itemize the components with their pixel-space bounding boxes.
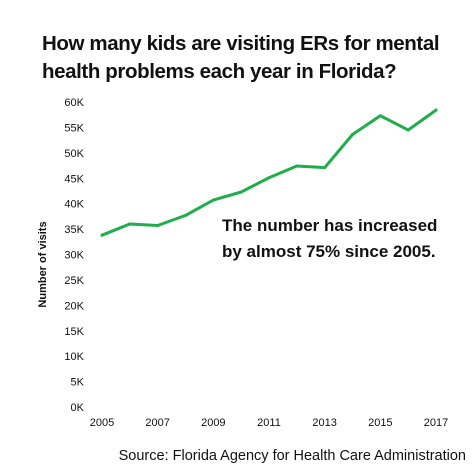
annotation-line: The number has increased (222, 216, 437, 235)
y-tick-label: 10K (64, 351, 84, 363)
x-tick-label: 2005 (90, 417, 114, 429)
data-point (184, 213, 187, 217)
data-point (239, 190, 243, 194)
y-tick-label: 45K (64, 173, 84, 185)
y-tick-label: 35K (64, 224, 84, 236)
x-tick-label: 2013 (312, 417, 336, 429)
data-points (100, 108, 438, 237)
source-note: Source: Florida Agency for Health Care A… (118, 448, 466, 464)
chart-annotation: The number has increased by almost 75% si… (222, 216, 437, 261)
data-point (378, 114, 382, 118)
chart-title: How many kids are visiting ERs for menta… (42, 32, 440, 83)
y-tick-label: 30K (64, 250, 84, 262)
x-tick-label: 2015 (368, 417, 392, 429)
x-tick-label: 2009 (201, 417, 225, 429)
x-tick-label: 2017 (424, 417, 448, 429)
y-tick-label: 5K (71, 377, 85, 389)
x-axis-ticks: 2005 2007 2009 2011 2013 2015 2017 (90, 417, 448, 429)
y-tick-label: 60K (64, 97, 84, 109)
data-point (295, 164, 299, 168)
y-tick-label: 50K (64, 148, 84, 160)
data-point (156, 224, 160, 227)
data-point (323, 166, 327, 170)
data-point (351, 133, 354, 136)
data-point (211, 198, 215, 202)
y-tick-label: 0K (71, 402, 85, 414)
y-tick-label: 20K (64, 300, 84, 312)
x-tick-label: 2011 (257, 417, 281, 429)
data-point (406, 128, 410, 132)
annotation-line: by almost 75% since 2005. (222, 242, 436, 261)
y-axis-label: Number of visits (37, 221, 49, 307)
data-point (434, 108, 438, 112)
data-point (128, 222, 132, 226)
data-point (267, 176, 271, 180)
data-point (100, 233, 104, 237)
y-tick-label: 55K (64, 122, 84, 134)
y-axis-ticks: 0K 5K 10K 15K 20K 25K 30K 35K 40K 45K 50K 55K 60K (64, 97, 84, 414)
x-tick-label: 2007 (145, 417, 169, 429)
y-tick-label: 40K (64, 199, 84, 211)
y-tick-label: 15K (64, 326, 84, 338)
y-tick-label: 25K (64, 275, 84, 287)
